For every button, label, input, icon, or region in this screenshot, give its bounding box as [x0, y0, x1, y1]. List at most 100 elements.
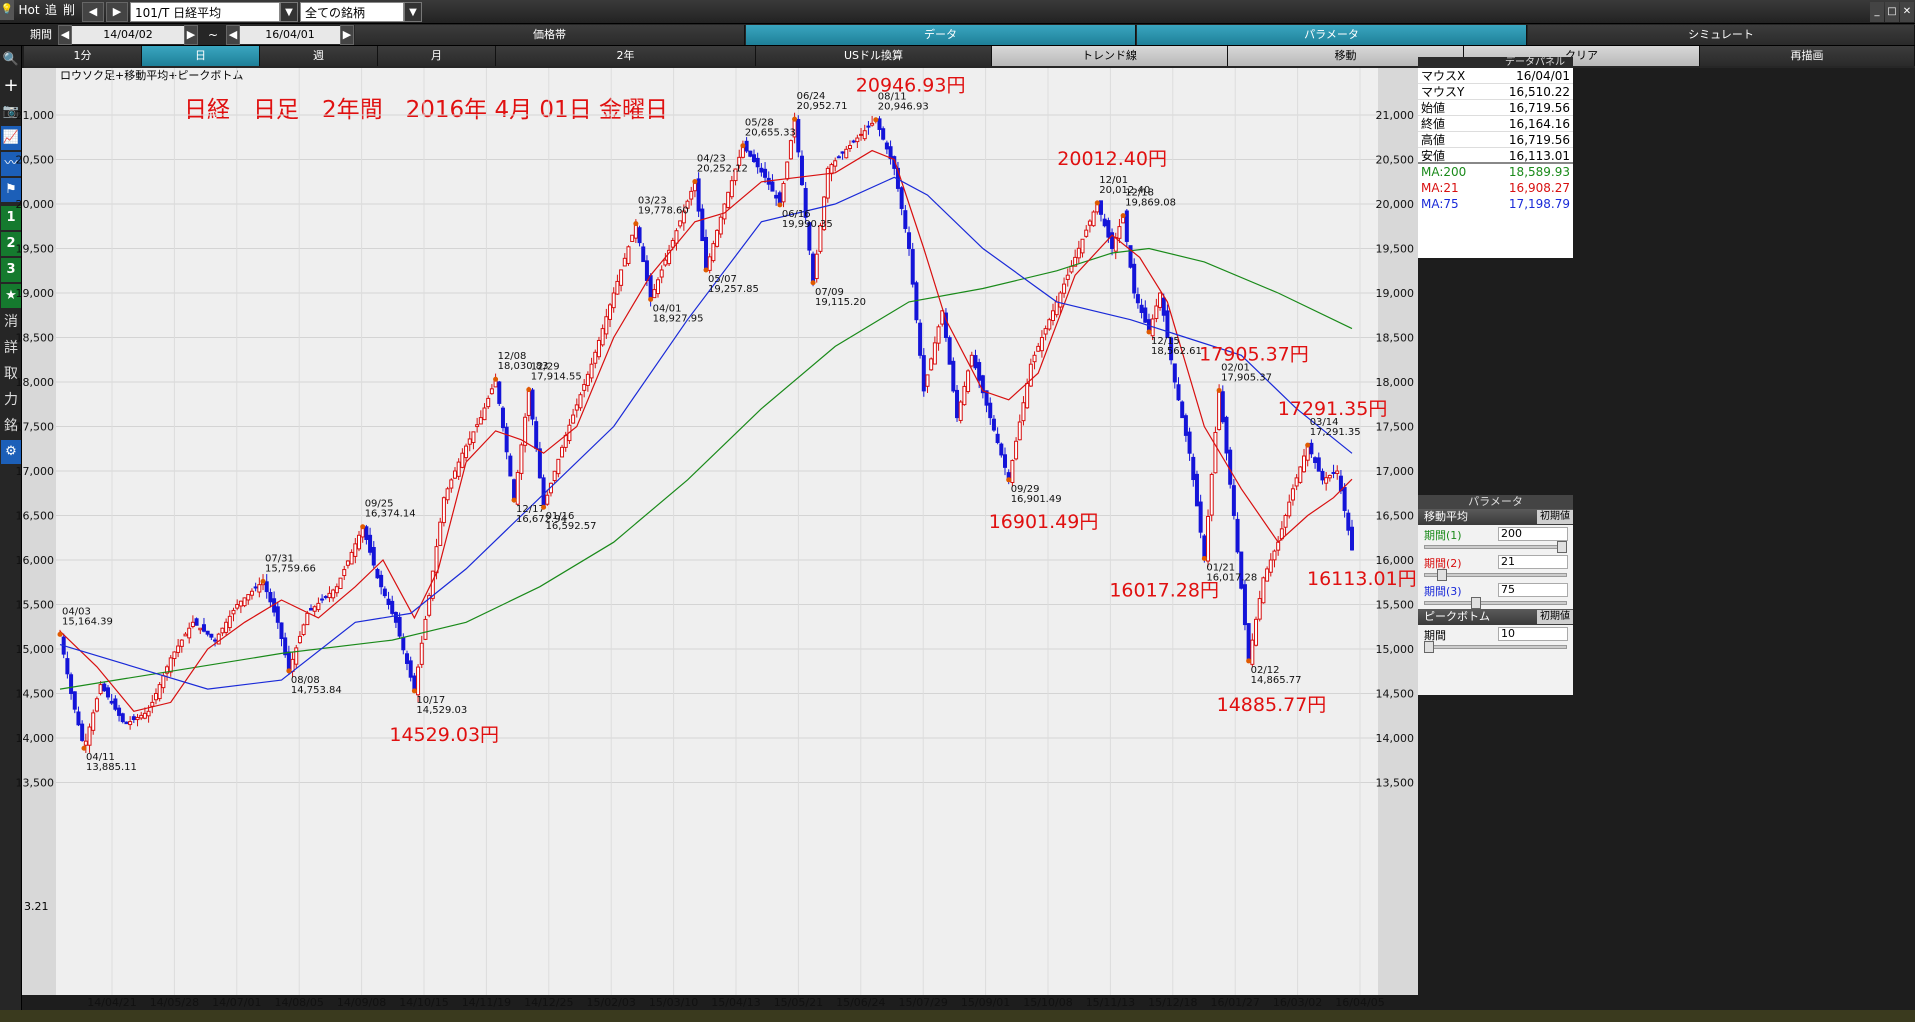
peak-marker: [873, 117, 879, 123]
add-button[interactable]: 追: [44, 3, 57, 17]
ma-reset-button[interactable]: 初期値: [1537, 510, 1573, 524]
candle-body: [1172, 363, 1177, 383]
peak-value-label: 19,990.35: [782, 219, 833, 230]
symbol-select[interactable]: 101/T 日経平均: [130, 2, 280, 22]
data-row: マウスY 16,510.22: [1418, 84, 1573, 100]
left-sidebar: 🔍 + 📷 📈 〰 ⚑ 1 2 3 ★ 消 詳 取 力 銘 ⚙: [0, 46, 22, 1022]
candle-body: [1257, 598, 1262, 620]
sidebar-kanji-stock[interactable]: 銘: [4, 418, 18, 434]
range-2year[interactable]: 2年: [496, 46, 756, 66]
plus-icon[interactable]: +: [3, 75, 19, 96]
sidebar-kanji-delete[interactable]: 消: [4, 314, 18, 330]
pb-period-input[interactable]: 10: [1498, 627, 1568, 641]
candle-body: [165, 666, 170, 674]
ma-period-input[interactable]: 21: [1498, 555, 1568, 569]
usd-convert-button[interactable]: USドル換算: [756, 46, 992, 66]
peak-marker: [286, 668, 292, 674]
candle-body: [847, 145, 852, 149]
delete-button[interactable]: 削: [62, 3, 75, 17]
peak-marker: [1216, 387, 1222, 393]
close-icon[interactable]: ✕: [1900, 2, 1914, 22]
candle-body: [578, 394, 583, 409]
interval-month[interactable]: 月: [378, 46, 496, 66]
ma-period-slider[interactable]: [1424, 545, 1567, 549]
candle-body: [1191, 456, 1196, 481]
x-tick-label: 15/07/29: [898, 996, 947, 1009]
universe-dropdown-icon[interactable]: ▼: [404, 2, 422, 22]
candle-body: [1154, 305, 1159, 319]
tab-price-band[interactable]: 価格帯: [355, 25, 745, 45]
interval-week[interactable]: 週: [260, 46, 378, 66]
symbol-dropdown-icon[interactable]: ▼: [280, 2, 298, 22]
candle-body: [670, 240, 675, 248]
camera-icon[interactable]: 📷: [2, 104, 20, 119]
from-prev-icon[interactable]: ◀: [58, 25, 72, 45]
line-icon[interactable]: 〰: [1, 152, 21, 176]
redraw-button[interactable]: 再描画: [1700, 46, 1915, 66]
sidebar-kanji-power[interactable]: 力: [4, 392, 18, 408]
ma-data-row: MA:75 17,198.79: [1418, 196, 1573, 212]
ma-period-input[interactable]: 75: [1498, 583, 1568, 597]
y-tick-label-right: 19,000: [1376, 287, 1415, 300]
date-from-input[interactable]: 14/04/02: [72, 26, 184, 44]
candle-body: [1242, 584, 1247, 626]
candle-body: [929, 358, 934, 371]
ma-period-input[interactable]: 200: [1498, 527, 1568, 541]
right-y-axis: [1378, 68, 1418, 995]
candle-body: [1021, 402, 1026, 422]
chart-icon[interactable]: 📈: [1, 126, 21, 150]
interval-day[interactable]: 日: [142, 46, 260, 66]
y-tick-label-right: 13,500: [1376, 777, 1415, 790]
peak-value-label: 13,885.11: [86, 762, 137, 773]
tab-parameter[interactable]: パラメータ: [1137, 25, 1527, 45]
price-annotation: 20946.93円: [856, 75, 966, 97]
ma-period-knob[interactable]: [1470, 597, 1481, 609]
next-arrow-icon[interactable]: ▶: [106, 2, 128, 22]
candle-body: [312, 606, 317, 612]
from-next-icon[interactable]: ▶: [184, 25, 198, 45]
to-prev-icon[interactable]: ◀: [226, 25, 240, 45]
candle-body: [94, 698, 99, 712]
trendline-button[interactable]: トレンド線: [992, 46, 1228, 66]
bulb-icon[interactable]: 💡: [0, 0, 14, 20]
candle-body: [286, 651, 291, 672]
star-icon[interactable]: ★: [1, 284, 21, 308]
hot-button[interactable]: Hot: [18, 3, 40, 17]
universe-select[interactable]: 全ての銘柄: [300, 2, 404, 22]
tab-data[interactable]: データ: [746, 25, 1136, 45]
ma-period-knob[interactable]: [1557, 541, 1567, 553]
gear-icon[interactable]: ⚙: [1, 440, 21, 464]
ma-period-knob[interactable]: [1437, 569, 1448, 581]
candle-body: [198, 627, 203, 631]
peak-date-label: 12/17: [516, 504, 545, 515]
date-to-input[interactable]: 16/04/01: [240, 26, 340, 44]
sidebar-num-2[interactable]: 2: [1, 232, 21, 256]
interval-1min[interactable]: 1分: [24, 46, 142, 66]
x-tick-label: 14/04/21: [87, 996, 136, 1009]
prev-arrow-icon[interactable]: ◀: [82, 2, 104, 22]
candle-body: [249, 590, 254, 596]
candle-body: [1276, 541, 1281, 551]
move-button[interactable]: 移動: [1228, 46, 1464, 66]
flag-icon[interactable]: ⚑: [1, 178, 21, 202]
candle-body: [596, 339, 601, 358]
data-row-label: 安値: [1421, 149, 1446, 163]
sidebar-num-3[interactable]: 3: [1, 258, 21, 282]
sidebar-kanji-get[interactable]: 取: [4, 366, 18, 382]
search-icon[interactable]: 🔍: [2, 52, 20, 67]
pb-reset-button[interactable]: 初期値: [1537, 610, 1573, 624]
pb-period-slider[interactable]: [1424, 645, 1567, 649]
sidebar-num-1[interactable]: 1: [1, 206, 21, 230]
ma-period-slider[interactable]: [1424, 573, 1567, 577]
minimize-icon[interactable]: _: [1870, 2, 1884, 22]
tab-simulate[interactable]: シミュレート: [1528, 25, 1915, 45]
ma-period-slider[interactable]: [1424, 601, 1567, 605]
maximize-icon[interactable]: □: [1885, 2, 1899, 22]
candle-body: [1132, 263, 1137, 294]
to-next-icon[interactable]: ▶: [340, 25, 354, 45]
peak-marker: [81, 745, 87, 751]
candle-body: [969, 354, 974, 367]
sidebar-kanji-detail[interactable]: 詳: [4, 340, 18, 356]
pb-period-knob[interactable]: [1424, 641, 1434, 653]
